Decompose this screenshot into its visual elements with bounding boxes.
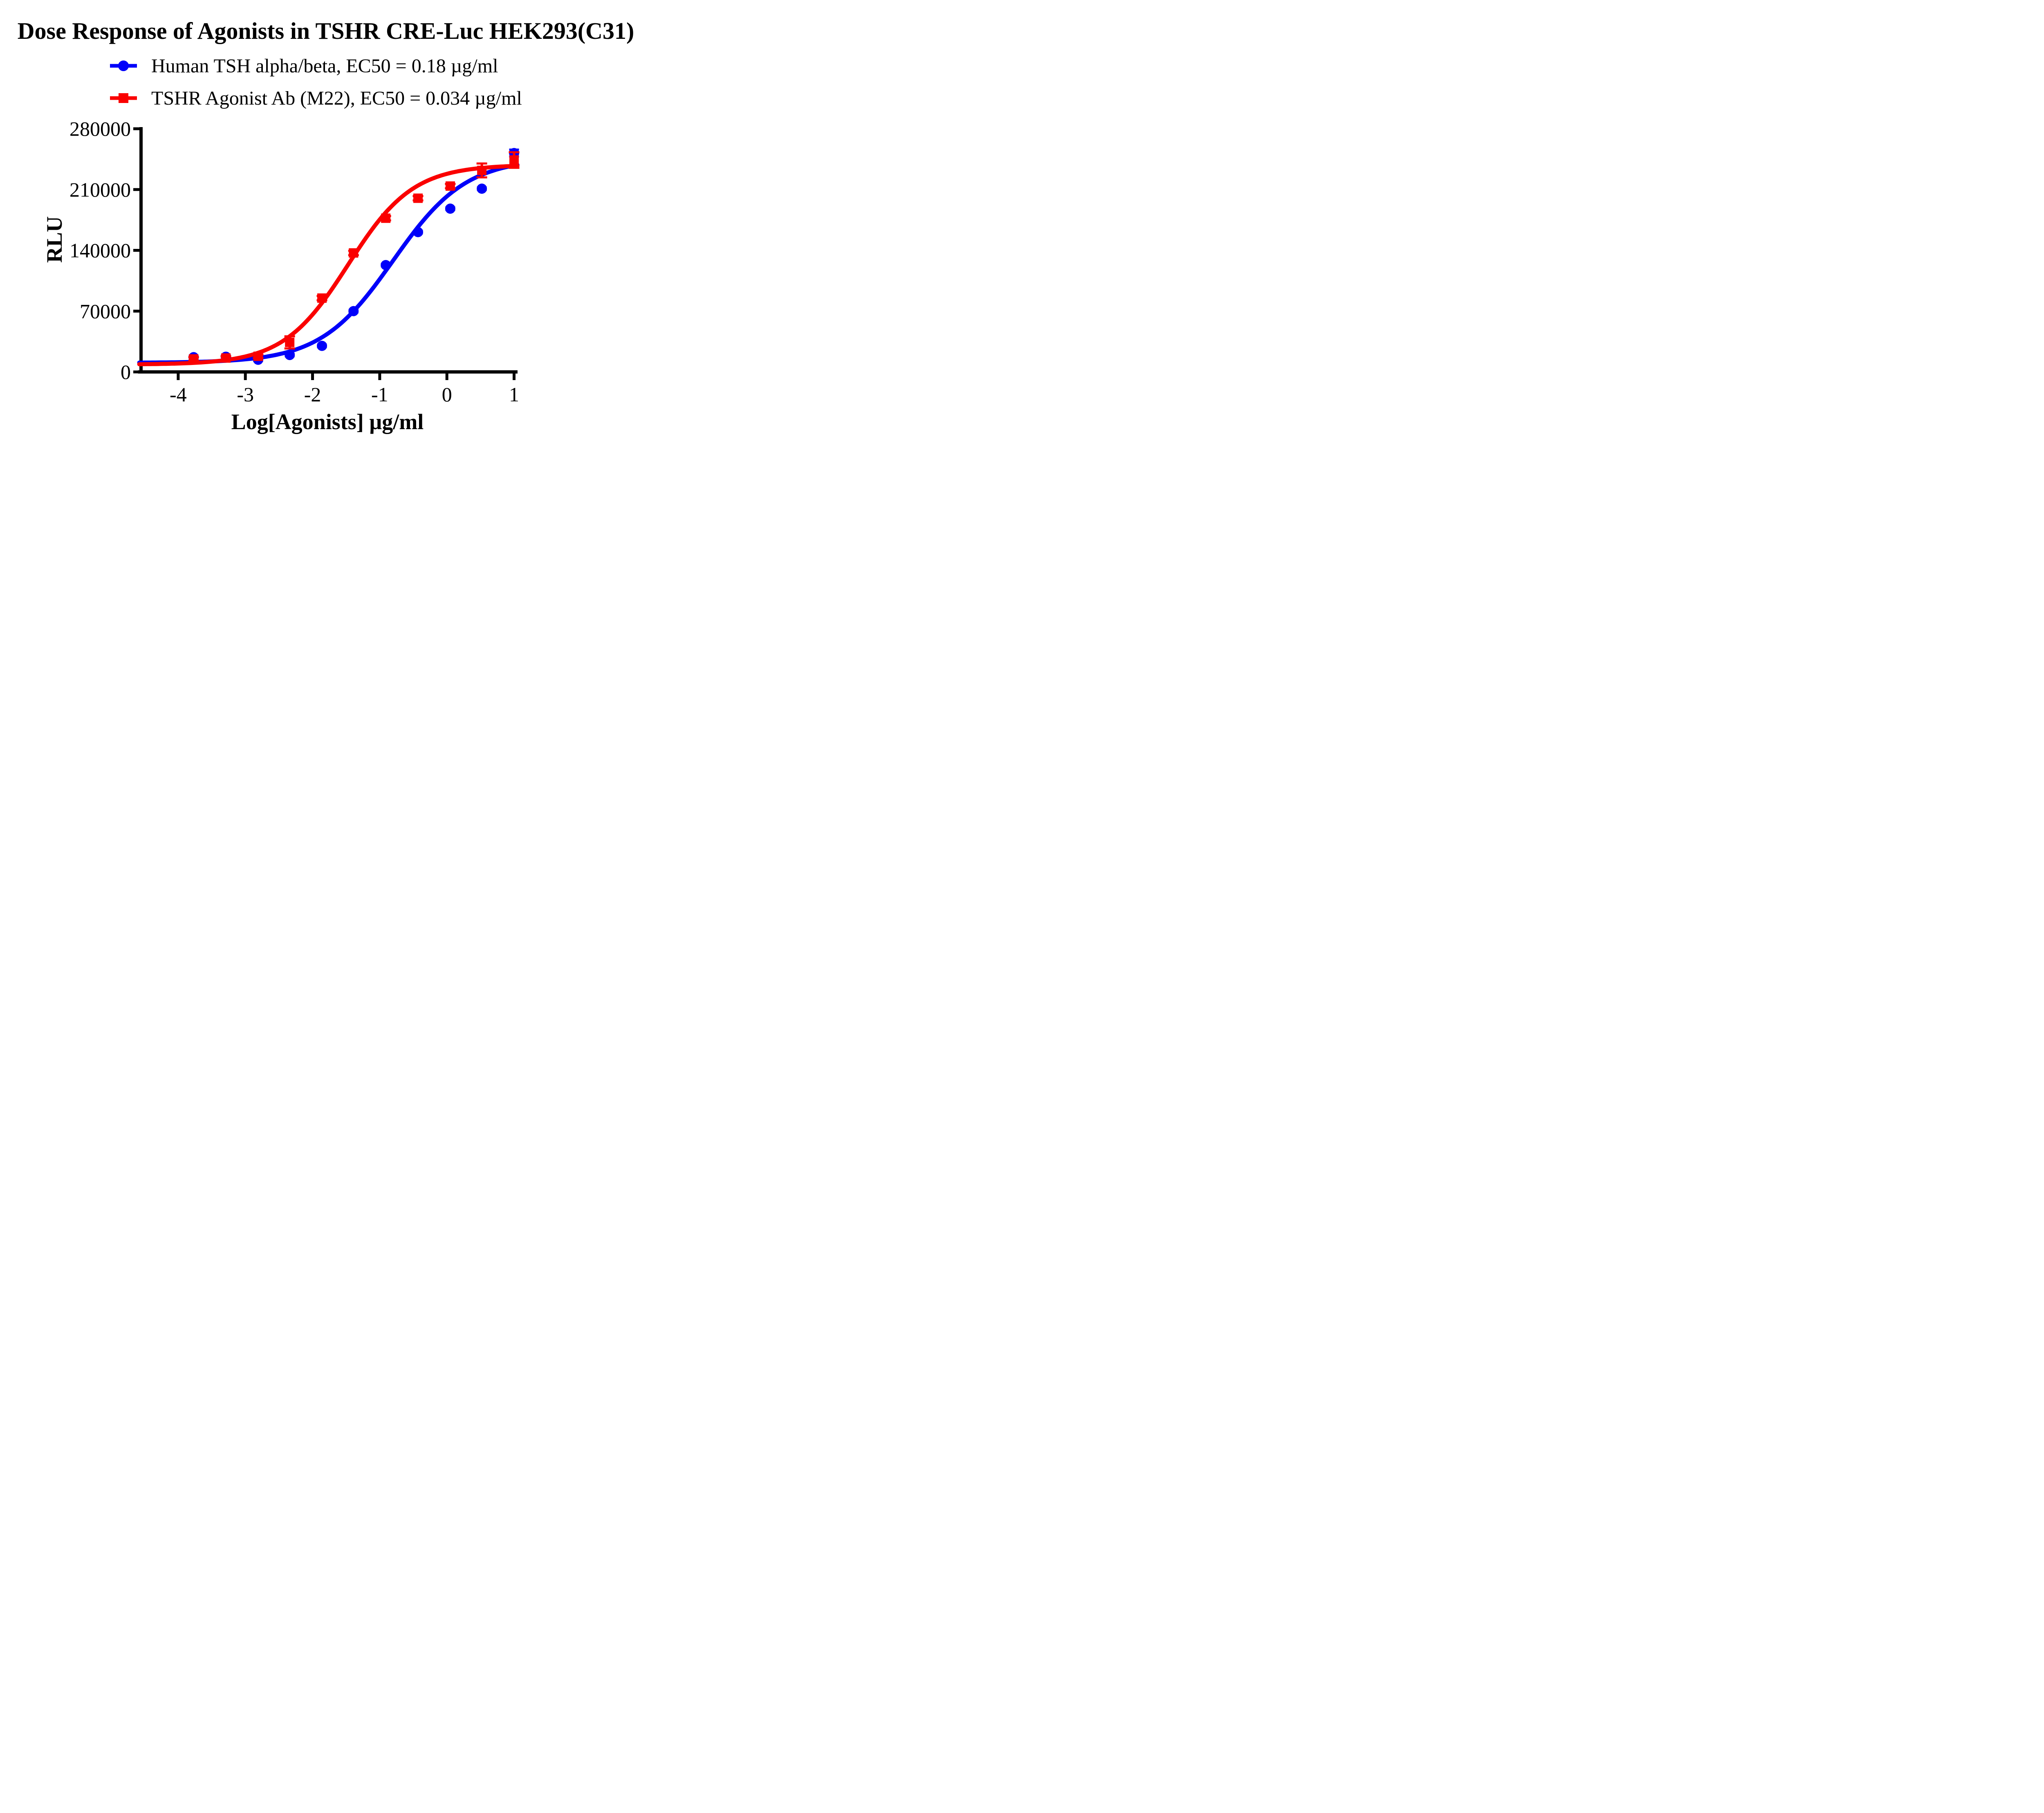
page: RLU Log[Agonists] µg/ml 0 70000 140000 2100… [0, 0, 652, 453]
data-point-square [413, 193, 423, 203]
data-point-square [189, 354, 199, 364]
data-point-circle [381, 260, 391, 271]
data-point-circle [413, 227, 424, 237]
legend-item-label: Human TSH alpha/beta, EC50 = 0.18 µg/ml [151, 55, 498, 77]
legend-item: Human TSH alpha/beta, EC50 = 0.18 µg/ml [110, 54, 498, 78]
data-point-circle [477, 184, 487, 194]
data-point-square [509, 155, 519, 165]
y-tick-label: 70000 [80, 300, 131, 322]
data-point-square [285, 338, 295, 347]
x-tick-label: -1 [371, 383, 388, 406]
curve-human-tsh-alpha-beta [137, 163, 520, 365]
data-point-square [381, 213, 391, 223]
y-tick-label: 280000 [69, 117, 131, 140]
curve-tshr-agonist-ab-m22- [137, 163, 520, 367]
legend-marker-line-circle-icon [110, 60, 137, 71]
x-tick-label: -3 [237, 383, 254, 406]
x-tick-label: 1 [509, 383, 519, 406]
x-tick-label: 0 [442, 383, 452, 406]
data-point-circle [317, 340, 327, 351]
data-point-square [349, 248, 359, 258]
legend-marker-line-square-icon [110, 93, 137, 103]
data-point-square [477, 166, 487, 175]
x-tick-label: -2 [304, 383, 321, 406]
legend-item-label: TSHR Agonist Ab (M22), EC50 = 0.034 µg/m… [151, 87, 522, 109]
y-tick-label: 0 [121, 360, 131, 383]
plot-svg: RLU Log[Agonists] µg/ml 0 70000 140000 2100… [42, 117, 520, 434]
data-point-square [253, 351, 263, 361]
data-point-square [221, 353, 231, 363]
y-tick-label: 140000 [69, 239, 131, 262]
data-point-circle [445, 204, 455, 214]
x-axis-label: Log[Agonists] µg/ml [231, 410, 424, 434]
data-point-square [445, 181, 455, 191]
data-point-circle [348, 306, 359, 316]
data-point-square [317, 293, 327, 303]
x-tick-label: -4 [170, 383, 187, 406]
chart-title: Dose Response of Agonists in TSHR CRE-Lu… [17, 18, 634, 44]
y-tick-label: 210000 [69, 178, 131, 201]
legend-item: TSHR Agonist Ab (M22), EC50 = 0.034 µg/m… [110, 86, 522, 110]
y-axis-label: RLU [42, 216, 67, 263]
data-point-circle [285, 350, 295, 360]
